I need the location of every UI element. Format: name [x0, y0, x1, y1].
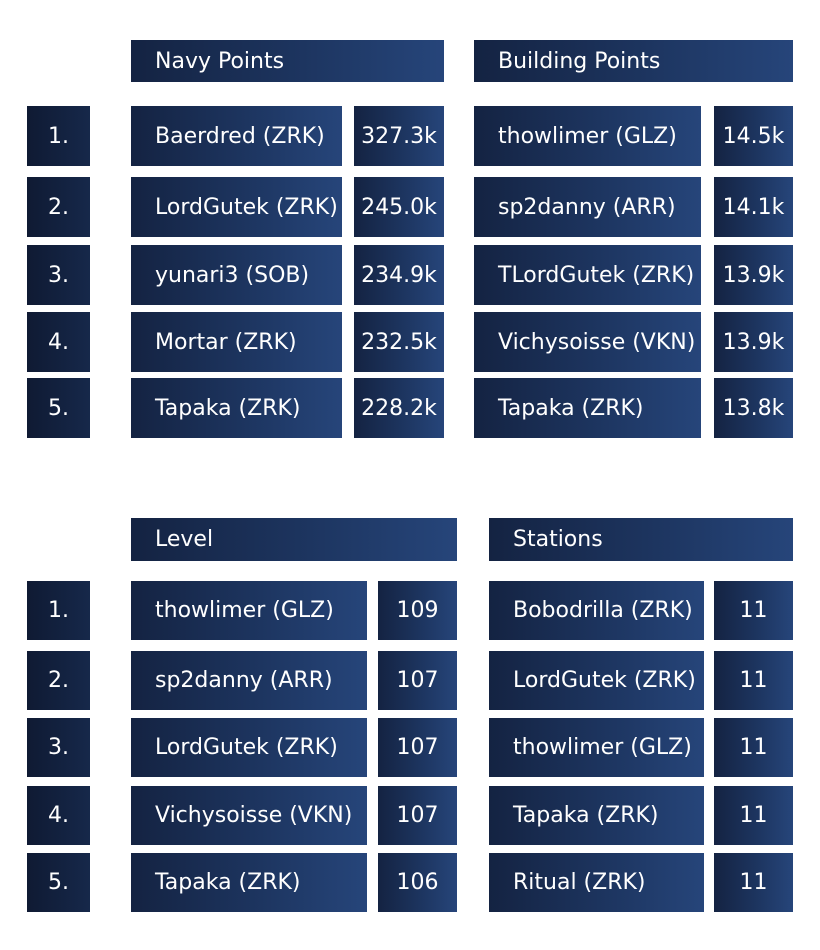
building-player-value: 13.8k [714, 378, 793, 438]
navy-player-value: 232.5k [354, 312, 444, 372]
level-player-value: 107 [378, 651, 457, 710]
navy-player-value: 234.9k [354, 245, 444, 305]
building-player-name: sp2danny (ARR) [474, 177, 701, 237]
building-player-name: thowlimer (GLZ) [474, 106, 701, 166]
rank-number: 3. [27, 245, 90, 305]
rank-number: 5. [27, 378, 90, 438]
level-player-value: 107 [378, 786, 457, 845]
stations-player-value: 11 [714, 786, 793, 845]
building-player-name: Tapaka (ZRK) [474, 378, 701, 438]
building-player-name: TLordGutek (ZRK) [474, 245, 701, 305]
navy-player-name: yunari3 (SOB) [131, 245, 342, 305]
stations-player-name: Ritual (ZRK) [489, 853, 704, 912]
navy-player-name: Tapaka (ZRK) [131, 378, 342, 438]
level-player-value: 109 [378, 581, 457, 640]
navy-player-name: Baerdred (ZRK) [131, 106, 342, 166]
stations-player-name: LordGutek (ZRK) [489, 651, 704, 710]
level-player-value: 107 [378, 718, 457, 777]
level-player-name: Tapaka (ZRK) [131, 853, 367, 912]
navy-player-name: Mortar (ZRK) [131, 312, 342, 372]
rank-number: 3. [27, 718, 90, 777]
stations-player-value: 11 [714, 853, 793, 912]
level-player-name: LordGutek (ZRK) [131, 718, 367, 777]
stations-player-name: Tapaka (ZRK) [489, 786, 704, 845]
building-player-value: 13.9k [714, 245, 793, 305]
level-player-name: thowlimer (GLZ) [131, 581, 367, 640]
building-header: Building Points [474, 40, 793, 82]
rank-number: 4. [27, 312, 90, 372]
building-player-value: 13.9k [714, 312, 793, 372]
rank-number: 4. [27, 786, 90, 845]
stations-player-name: thowlimer (GLZ) [489, 718, 704, 777]
rank-number: 1. [27, 106, 90, 166]
rank-number: 5. [27, 853, 90, 912]
stations-player-value: 11 [714, 718, 793, 777]
rank-number: 2. [27, 177, 90, 237]
navy-player-name: LordGutek (ZRK) [131, 177, 342, 237]
building-player-name: Vichysoisse (VKN) [474, 312, 701, 372]
stations-player-value: 11 [714, 581, 793, 640]
navy-player-value: 327.3k [354, 106, 444, 166]
navy-header: Navy Points [131, 40, 444, 82]
stations-header: Stations [489, 518, 793, 561]
stations-player-name: Bobodrilla (ZRK) [489, 581, 704, 640]
level-player-name: sp2danny (ARR) [131, 651, 367, 710]
rank-number: 1. [27, 581, 90, 640]
level-header: Level [131, 518, 457, 561]
level-player-value: 106 [378, 853, 457, 912]
building-player-value: 14.1k [714, 177, 793, 237]
navy-player-value: 228.2k [354, 378, 444, 438]
level-player-name: Vichysoisse (VKN) [131, 786, 367, 845]
navy-player-value: 245.0k [354, 177, 444, 237]
stations-player-value: 11 [714, 651, 793, 710]
building-player-value: 14.5k [714, 106, 793, 166]
rank-number: 2. [27, 651, 90, 710]
